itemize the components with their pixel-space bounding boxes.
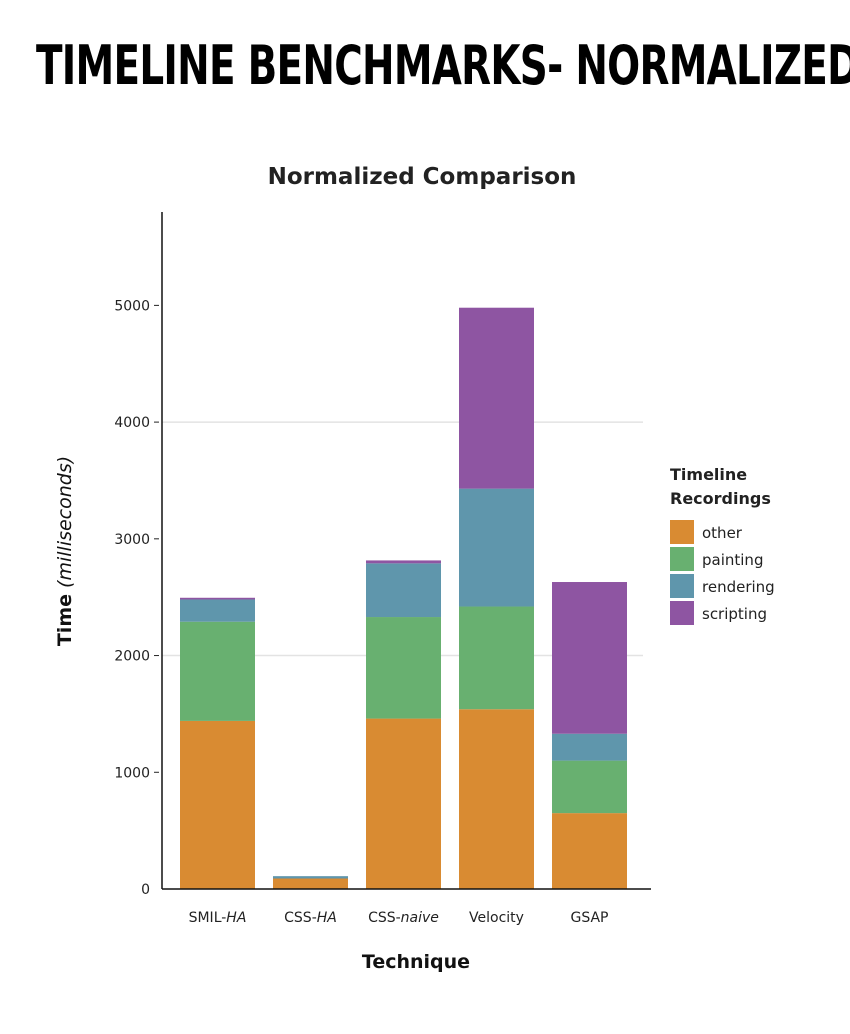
bar-segment-other (459, 709, 534, 889)
legend-swatch-scripting (670, 601, 694, 625)
legend-swatch-other (670, 520, 694, 544)
x-tick-label-suffix: naive (401, 910, 439, 926)
x-tick-label-main: SMIL- (189, 910, 227, 926)
bar-segment-rendering (552, 733, 627, 761)
legend-title-line2: Recordings (670, 489, 771, 508)
y-tick-label: 2000 (114, 649, 150, 665)
y-ticks: 0 1000 2000 3000 4000 5000 (114, 298, 159, 898)
bars (180, 307, 627, 889)
axes (161, 212, 651, 890)
bar-segment-painting (366, 617, 441, 719)
x-tick-label-main: CSS- (368, 910, 401, 926)
x-tick-label: Velocity (469, 910, 524, 926)
bar-segment-scripting (552, 582, 627, 734)
x-tick-label: CSS-naive (368, 910, 439, 926)
y-tick-label: 1000 (114, 765, 150, 781)
page-title: TIMELINE BENCHMARKS- NORMALIZED (36, 34, 850, 97)
legend-items: other painting rendering scripting (670, 520, 775, 625)
bar-segment-rendering (273, 876, 348, 879)
bar-segment-painting (459, 606, 534, 710)
x-tick-label-main: Velocity (469, 910, 524, 926)
x-tick-label-main: GSAP (570, 910, 608, 926)
bar-segment-painting (180, 621, 255, 721)
x-tick-label-suffix: HA (226, 910, 246, 926)
y-axis-title-main: Time (54, 594, 76, 646)
legend-swatch-painting (670, 547, 694, 571)
legend-label-other: other (702, 524, 743, 542)
legend: Timeline Recordings other painting renderi… (670, 465, 775, 625)
bar-segment-rendering (459, 488, 534, 607)
bar-segment-other (180, 720, 255, 889)
y-tick-label: 5000 (114, 298, 150, 314)
y-tick-label: 3000 (114, 532, 150, 548)
legend-title-line1: Timeline (670, 465, 747, 484)
x-tick-label: GSAP (570, 910, 608, 926)
x-tick-labels: SMIL-HA CSS-HA CSS-naive Velocity GSAP (189, 910, 609, 926)
bar-segment-scripting (366, 560, 441, 564)
bar-segment-rendering (366, 563, 441, 618)
chart-title: Normalized Comparison (268, 164, 577, 190)
bar-segment-other (366, 718, 441, 889)
y-tick-label: 0 (141, 882, 150, 898)
bar-segment-rendering (180, 599, 255, 622)
x-tick-label: SMIL-HA (189, 910, 247, 926)
bar-segment-other (273, 878, 348, 889)
legend-swatch-rendering (670, 574, 694, 598)
bar-segment-painting (552, 760, 627, 814)
bar-segment-scripting (180, 597, 255, 600)
x-tick-label-main: CSS- (284, 910, 317, 926)
y-axis-title: Time (milliseconds) (54, 456, 76, 646)
x-tick-label: CSS-HA (284, 910, 337, 926)
bar-segment-scripting (459, 307, 534, 489)
x-axis-title: Technique (362, 951, 470, 973)
y-tick-label: 4000 (114, 415, 150, 431)
bar-segment-other (552, 813, 627, 889)
legend-label-scripting: scripting (702, 605, 767, 623)
y-axis-title-suffix: (milliseconds) (54, 456, 76, 588)
x-tick-label-suffix: HA (317, 910, 337, 926)
legend-label-painting: painting (702, 551, 763, 569)
legend-label-rendering: rendering (702, 578, 775, 596)
